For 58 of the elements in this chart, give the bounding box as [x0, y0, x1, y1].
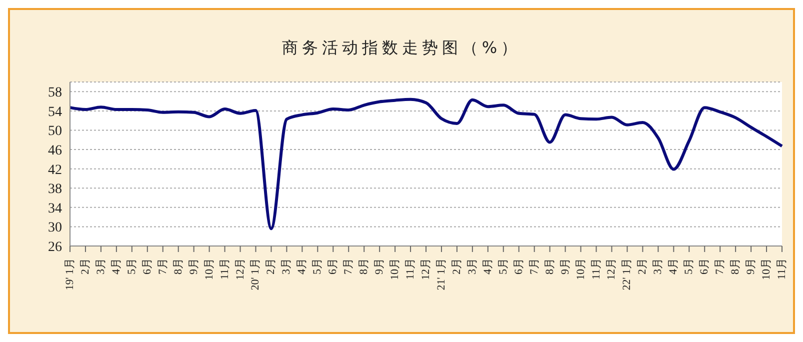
x-tick-label: 7月: [714, 258, 726, 274]
x-tick-label: 2月: [636, 258, 649, 274]
x-tick-label: 5月: [126, 258, 138, 274]
x-tick-label: 5月: [683, 258, 696, 274]
x-tick-label: 11月: [404, 258, 417, 280]
y-tick-label: 50: [48, 124, 62, 140]
x-tick-label: 6月: [512, 258, 525, 274]
x-tick-label: 8月: [544, 258, 556, 274]
x-tick-label: 12月: [234, 258, 246, 280]
x-tick-label: 19' 1月: [64, 258, 76, 290]
x-tick-label: 11月: [590, 258, 602, 280]
x-tick-label: 11月: [218, 258, 231, 280]
x-tick-label: 3月: [280, 258, 293, 274]
x-tick-label: 5月: [497, 258, 510, 274]
x-tick-label: 4月: [668, 258, 680, 274]
y-tick-label: 34: [48, 201, 62, 216]
y-tick-label: 38: [48, 182, 62, 198]
y-tick-label: 46: [48, 144, 62, 158]
x-tick-label: 7月: [528, 258, 540, 274]
x-tick-label: 9月: [188, 258, 200, 274]
x-tick-label: 7月: [156, 258, 169, 274]
x-tick-label: 2月: [265, 258, 278, 274]
y-tick-label: 26: [48, 240, 62, 255]
chart-title: 商务活动指数走势图（%）: [280, 38, 522, 59]
x-tick-label: 8月: [172, 258, 184, 274]
x-tick-label: 11月: [776, 258, 788, 280]
x-tick-label: 12月: [606, 258, 618, 280]
y-tick-label: 54: [48, 104, 62, 120]
x-tick-label: 3月: [94, 258, 107, 274]
x-tick-label: 3月: [466, 258, 478, 274]
x-tick-label: 9月: [745, 258, 758, 274]
x-tick-label: 10月: [389, 258, 402, 280]
x-tick-label: 12月: [420, 258, 432, 280]
x-tick-label: 10月: [574, 258, 587, 280]
y-tick-label: 30: [48, 220, 62, 236]
x-tick-label: 6月: [698, 258, 711, 274]
x-tick-label: 7月: [342, 258, 355, 274]
x-tick-label: 8月: [730, 258, 742, 274]
x-tick-label: 6月: [141, 258, 154, 274]
x-tick-label: 5月: [312, 258, 324, 274]
x-tick-label: 9月: [559, 258, 572, 274]
x-tick-label: 9月: [374, 258, 386, 274]
x-tick-label: 2月: [79, 258, 92, 274]
line-series: [68, 98, 784, 230]
x-tick-label: 22' 1月: [621, 258, 634, 290]
x-tick-label: 3月: [652, 258, 664, 274]
x-tick-label: 2月: [450, 258, 463, 274]
x-tick-label: 4月: [296, 258, 308, 274]
x-tick-label: 4月: [110, 258, 122, 274]
x-tick-label: 10月: [760, 258, 773, 280]
x-tick-label: 10月: [203, 258, 216, 280]
x-tick-label: 8月: [358, 258, 370, 274]
x-tick-label: 20' 1月: [250, 258, 262, 290]
x-tick-label: 4月: [482, 258, 494, 274]
y-tick-label: 42: [48, 162, 62, 178]
x-tick-label: 6月: [327, 258, 340, 274]
y-tick-label: 58: [48, 86, 62, 101]
x-tick-label: 21' 1月: [435, 258, 448, 290]
